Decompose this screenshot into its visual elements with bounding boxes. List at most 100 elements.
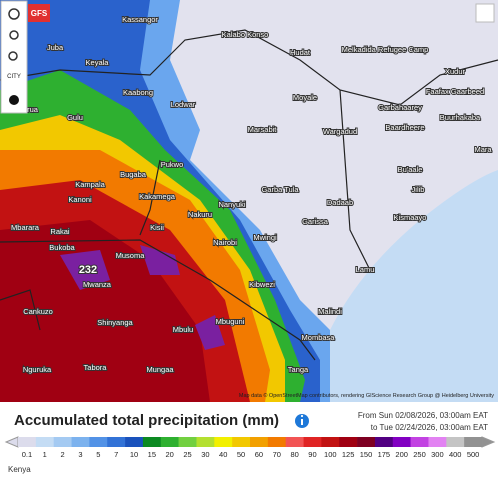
scale-arrow-right: [481, 436, 496, 448]
city-button[interactable]: CITY: [7, 74, 21, 80]
scale-cell: [35, 437, 54, 447]
scale-label: 2: [61, 450, 65, 459]
scale-cell: [71, 437, 90, 447]
scale-cell: [357, 437, 376, 447]
scale-cell: [196, 437, 215, 447]
scale-cell: [18, 437, 37, 447]
place-label: Bugaba: [120, 170, 147, 179]
scale-label: 10: [130, 450, 138, 459]
scale-label: 0.1: [22, 450, 32, 459]
place-label: Kaabong: [123, 88, 153, 97]
place-label: Wargadud: [323, 127, 357, 136]
place-label: Mombasa: [302, 333, 336, 342]
place-label: Kibwezi: [249, 280, 275, 289]
place-label: Mbulu: [173, 325, 193, 334]
borders: [0, 29, 499, 361]
legend-to: to Tue 02/24/2026, 03:00am EAT: [371, 423, 488, 432]
ocean: [330, 170, 498, 402]
scale-cell: [392, 437, 411, 447]
place-label: Kismaayo: [394, 213, 427, 222]
rain-area: [60, 245, 225, 350]
place-label: Hudat: [290, 48, 311, 57]
place-label: Juba: [47, 43, 64, 52]
model-button[interactable]: [28, 4, 50, 22]
place-label: Lamu: [356, 265, 375, 274]
scale-label: 90: [308, 450, 316, 459]
place-label: Bukoba: [49, 243, 75, 252]
place-label: Kanoni: [68, 195, 92, 204]
place-label: Gulu: [67, 113, 83, 122]
scale-cell: [285, 437, 304, 447]
scale-cell: [250, 437, 269, 447]
scale-cell: [267, 437, 286, 447]
place-label: Nakuru: [188, 210, 212, 219]
scale-label: 7: [114, 450, 118, 459]
info-glyph: [301, 419, 303, 425]
place-label: Musoma: [116, 251, 146, 260]
scale-cell: [374, 437, 394, 447]
place-label: Arua: [22, 105, 39, 114]
legend-title: Accumulated total precipitation (mm): [14, 412, 279, 429]
scale-cell: [178, 437, 197, 447]
fullscreen-button[interactable]: [475, 3, 495, 23]
place-labels: Kassangor Juba Kalabo Konso Hudat Melkadida …: [10, 14, 493, 375]
place-label: Marsabit: [248, 125, 278, 134]
scale-label: 50: [237, 450, 245, 459]
scale-label: 175: [378, 450, 391, 459]
place-label: Moyale: [293, 93, 317, 102]
place-label: Cankuzo: [23, 307, 53, 316]
place-label: Mara: [474, 145, 492, 154]
place-label: Malindi: [318, 307, 342, 316]
scale-cell: [107, 437, 126, 447]
max-label: 232: [79, 264, 97, 276]
scale-cell: [446, 437, 465, 447]
color-scale: 0.1 1 2 3 5 7 10 15 20 25 30 40 50 60 70 80 90 100 125 150 1…: [4, 436, 496, 459]
place-label: Rakai: [50, 227, 70, 236]
place-label: Mbarara: [11, 223, 40, 232]
attribution: Map data © OpenStreetMap contributors, r…: [239, 392, 494, 399]
layer-button[interactable]: [9, 95, 19, 105]
scale-label: 300: [431, 450, 444, 459]
scale-label: 40: [219, 450, 227, 459]
scale-cell: [53, 437, 72, 447]
scale-label: 150: [360, 450, 373, 459]
place-label: Xudur: [445, 67, 466, 76]
scale-arrow-left: [4, 436, 19, 448]
region: Kenya: [8, 465, 31, 474]
place-label: Lodwar: [171, 100, 196, 109]
place-label: Dadaab: [327, 198, 353, 207]
scale-cell: [89, 437, 108, 447]
place-label: Kisii: [150, 223, 164, 232]
location-button[interactable]: [9, 30, 19, 40]
place-label: Baardheere: [385, 123, 424, 132]
place-label: Garba Tula: [261, 185, 299, 194]
refresh-button[interactable]: [8, 8, 20, 20]
scale-cell: [410, 437, 429, 447]
place-label: Keyala: [86, 58, 110, 67]
scale-label: 3: [78, 450, 82, 459]
scale-label: 20: [166, 450, 174, 459]
place-label: Nanyuki: [218, 200, 245, 209]
scale-label: 30: [201, 450, 209, 459]
place-label: Melkadida Refugee Camp: [342, 45, 429, 54]
model-label: GFS: [31, 9, 48, 18]
scale-label: 5: [96, 450, 100, 459]
scale-cell: [232, 437, 251, 447]
scale-cell: [321, 437, 340, 447]
scale-label: 1: [43, 450, 47, 459]
scale-label: 25: [183, 450, 191, 459]
zoom-button[interactable]: [8, 51, 18, 61]
legend: Accumulated total precipitation (mm) Fro…: [4, 411, 496, 474]
place-label: Garbahaarey: [378, 103, 422, 112]
scale-cell: [339, 437, 358, 447]
place-label: Tabora: [84, 363, 108, 372]
scale-label: 250: [413, 450, 426, 459]
place-label: Bu'aale: [398, 165, 423, 174]
scale-cell: [125, 437, 144, 447]
scale-cell: [464, 437, 483, 447]
place-label: Nairobi: [213, 238, 237, 247]
map: 232 Kassangor Juba Kalabo Konso Hudat Melkad…: [0, 0, 499, 402]
scale-label: 200: [395, 450, 408, 459]
place-label: Mwanza: [83, 280, 112, 289]
